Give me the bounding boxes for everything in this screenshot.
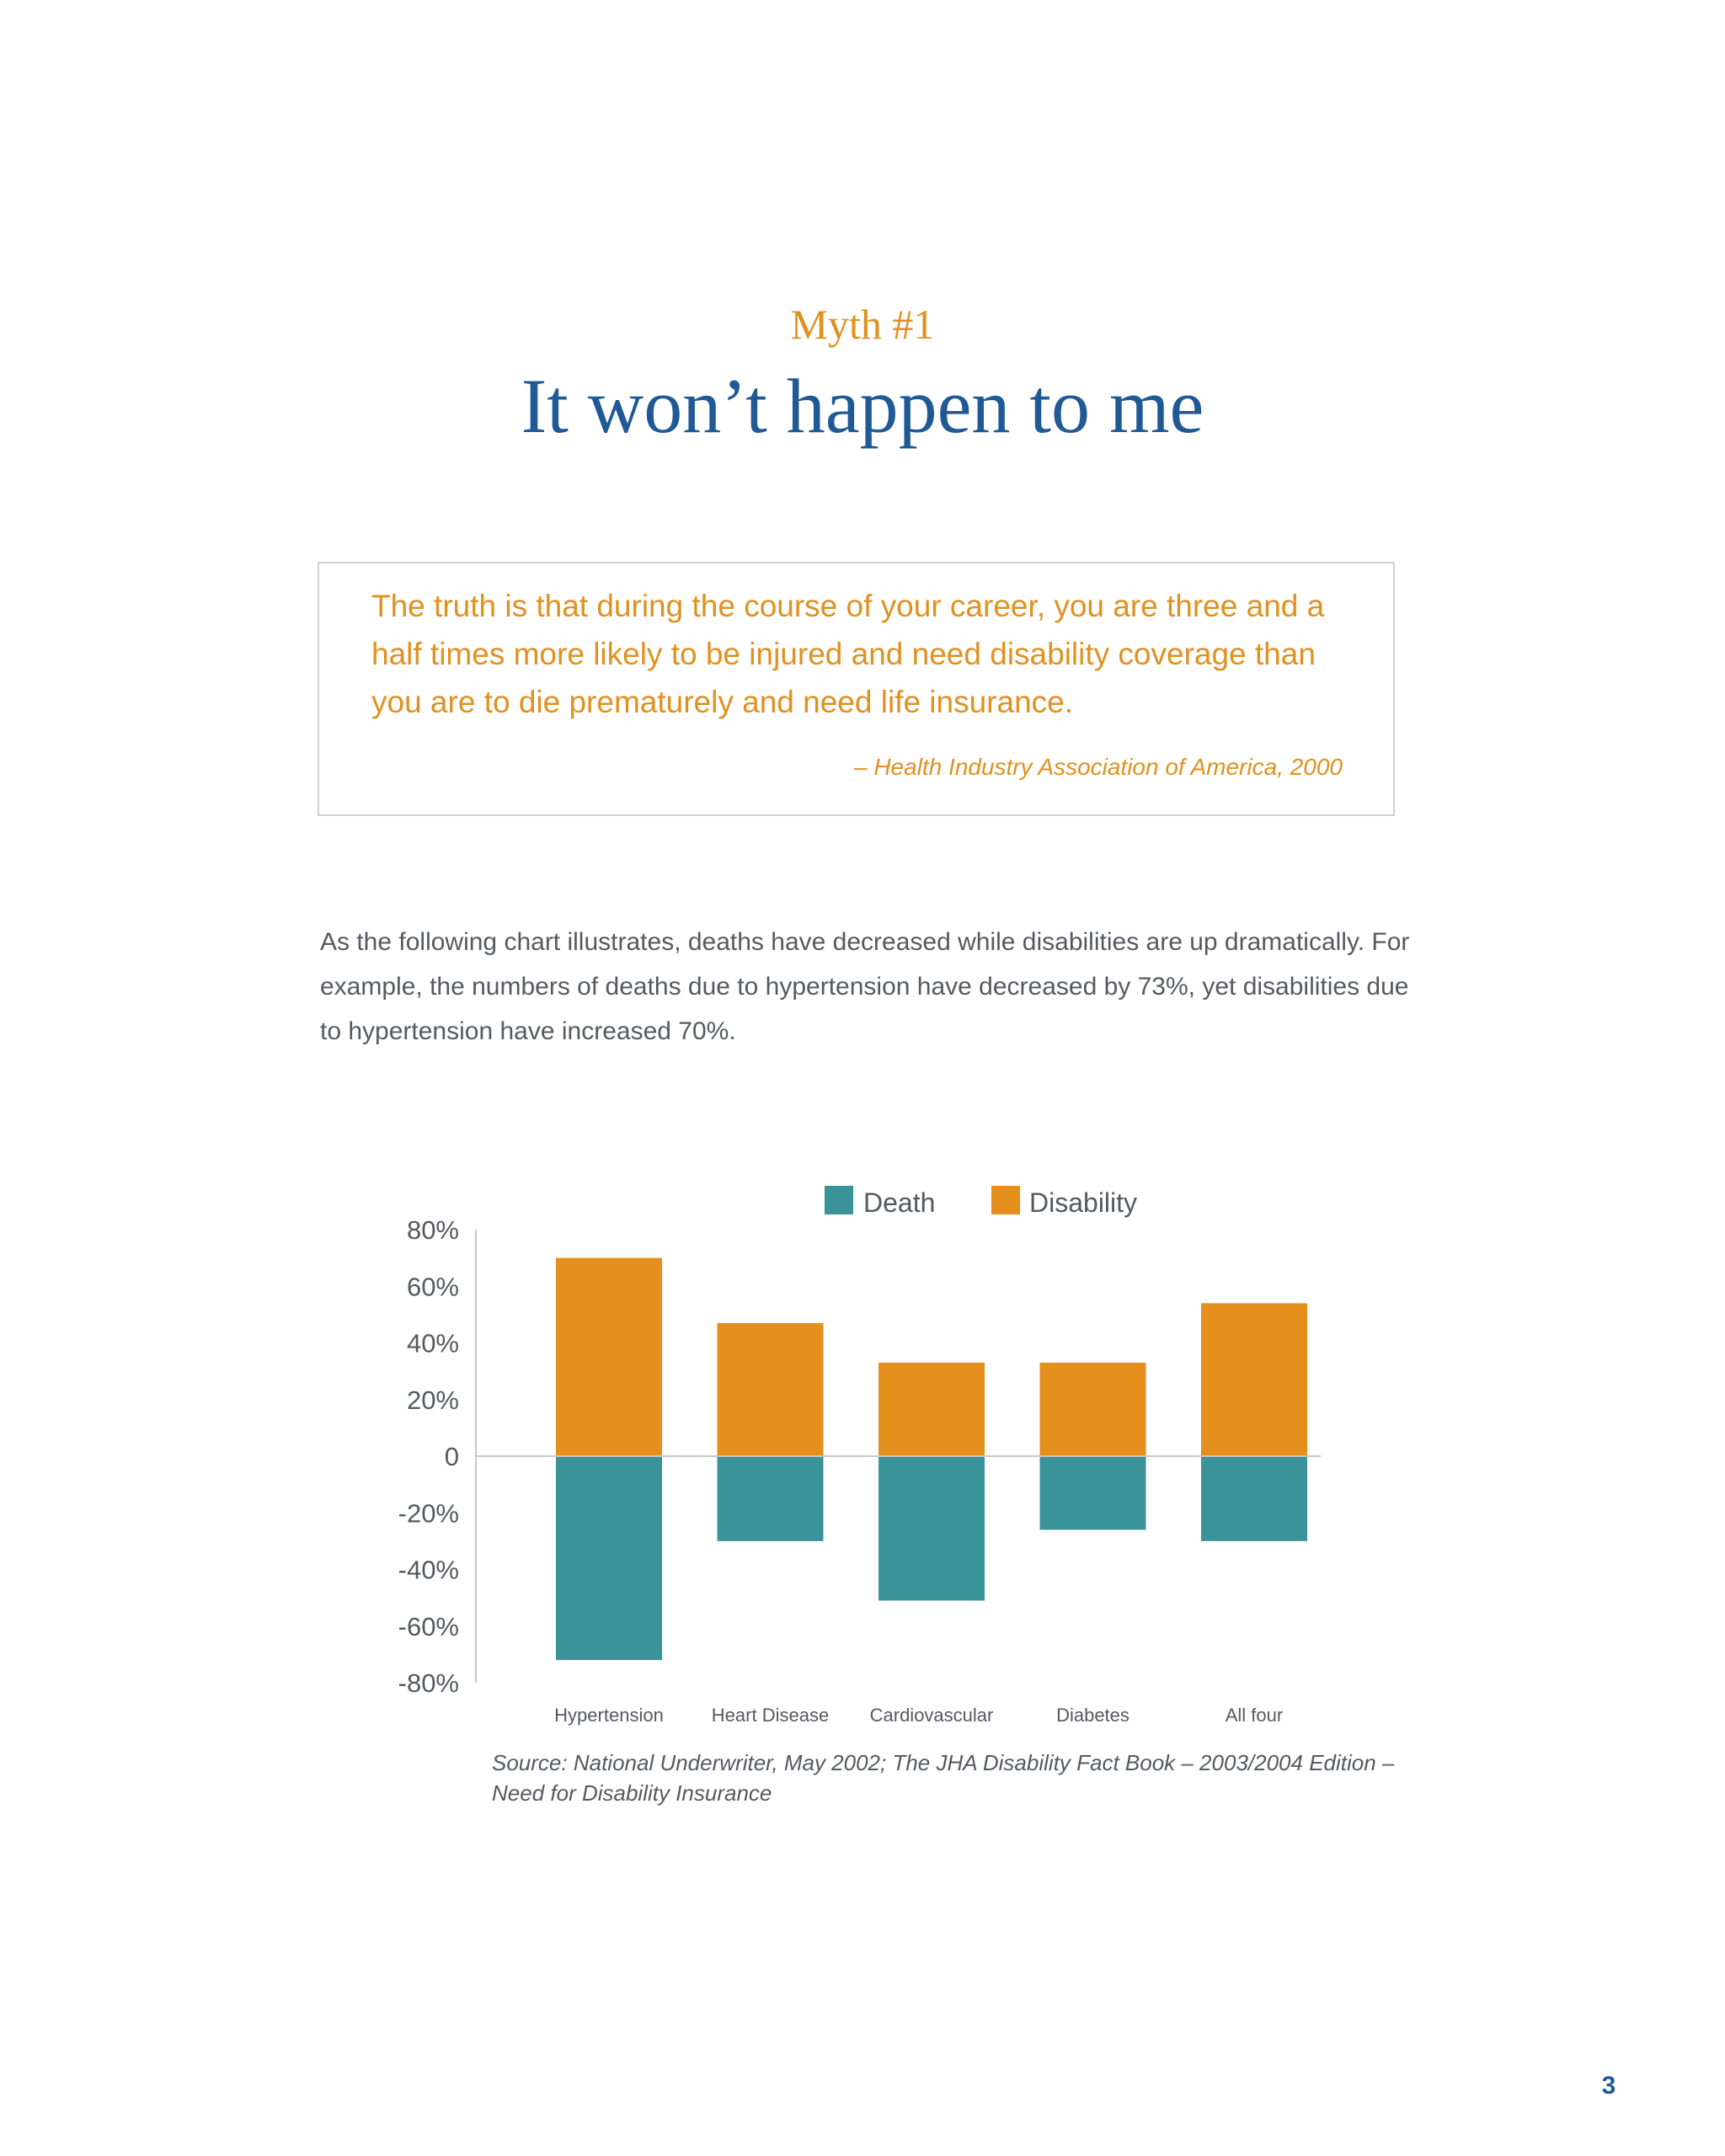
x-tick-label: Heart Disease bbox=[712, 1705, 829, 1726]
myth-label: Myth #1 bbox=[790, 301, 935, 348]
bar-disability-cardiovascular bbox=[879, 1363, 985, 1456]
quote-text: The truth is that during the course of y… bbox=[371, 589, 1325, 719]
bar-disability-hypertension bbox=[556, 1257, 662, 1456]
bar-disability-diabetes bbox=[1039, 1363, 1146, 1456]
page-title: It won’t happen to me bbox=[521, 363, 1204, 449]
legend-swatch-death bbox=[825, 1186, 853, 1214]
y-tick-label: 20% bbox=[407, 1385, 459, 1415]
bar-disability-heart-disease bbox=[717, 1322, 824, 1456]
y-tick-label: 40% bbox=[407, 1329, 459, 1358]
bar-death-hypertension bbox=[556, 1456, 662, 1661]
intro-paragraph: As the following chart illustrates, deat… bbox=[320, 928, 1410, 1045]
quote-box: The truth is that during the course of y… bbox=[318, 562, 1395, 816]
y-tick-label: -40% bbox=[398, 1556, 459, 1585]
legend-label-disability: Disability bbox=[1029, 1187, 1137, 1218]
legend-swatch-disability bbox=[991, 1186, 1020, 1214]
legend-label-death: Death bbox=[863, 1187, 935, 1218]
y-tick-label: 80% bbox=[407, 1215, 459, 1245]
y-tick-label: -20% bbox=[398, 1498, 459, 1528]
y-tick-label: -60% bbox=[398, 1612, 459, 1641]
bar-death-all-four bbox=[1201, 1456, 1307, 1541]
y-tick-label: -80% bbox=[398, 1668, 459, 1698]
x-tick-label: All four bbox=[1226, 1705, 1283, 1726]
x-tick-label: Diabetes bbox=[1056, 1705, 1130, 1726]
x-tick-label: Hypertension bbox=[554, 1705, 664, 1726]
y-tick-label: 60% bbox=[407, 1272, 459, 1301]
bar-death-diabetes bbox=[1039, 1456, 1146, 1530]
bar-disability-all-four bbox=[1201, 1303, 1307, 1456]
page-number: 3 bbox=[1601, 2072, 1616, 2100]
quote-attribution: – Health Industry Association of America… bbox=[853, 754, 1343, 780]
bar-death-heart-disease bbox=[717, 1456, 824, 1541]
x-tick-label: Cardiovascular bbox=[870, 1705, 994, 1726]
chart-source: Source: National Underwriter, May 2002; … bbox=[492, 1750, 1395, 1806]
bar-death-cardiovascular bbox=[879, 1456, 985, 1601]
y-tick-label: 0 bbox=[445, 1442, 459, 1471]
